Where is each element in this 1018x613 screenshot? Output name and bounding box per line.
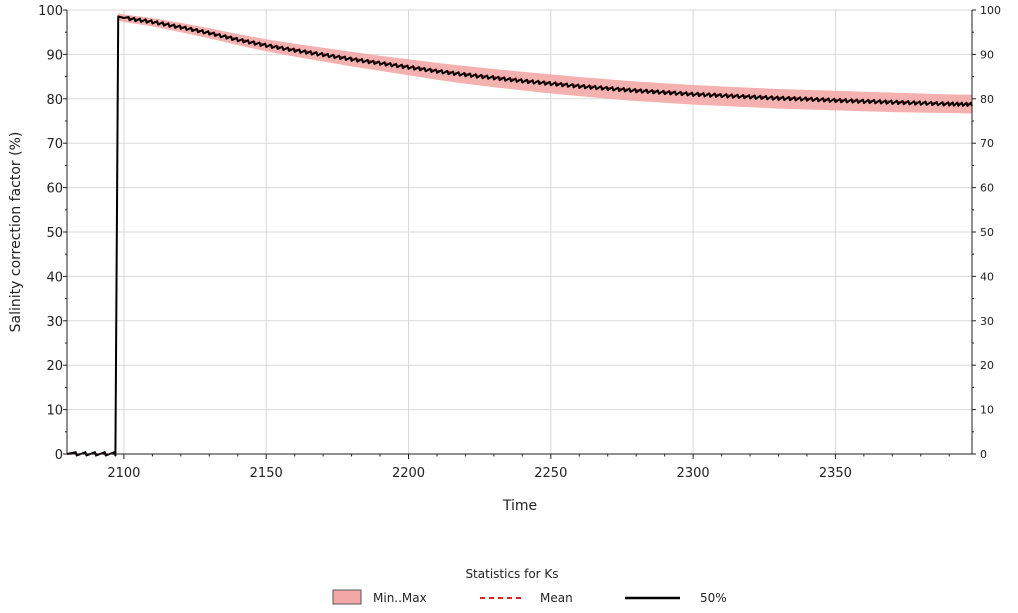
legend-label-minmax: Min..Max <box>373 591 427 605</box>
y-tick-label-left: 100 <box>38 4 63 19</box>
x-tick-label: 2100 <box>107 466 140 481</box>
y-tick-label-right: 10 <box>980 404 994 417</box>
grid <box>67 9 972 455</box>
x-tick-label: 2250 <box>534 466 567 481</box>
y-tick-label-right: 60 <box>980 182 994 195</box>
y-tick-label-right: 20 <box>980 359 994 372</box>
y-tick-label-left: 0 <box>55 448 63 463</box>
x-tick-label: 2200 <box>392 466 425 481</box>
y-tick-label-left: 40 <box>46 270 63 285</box>
y-tick-label-left: 70 <box>46 137 63 152</box>
x-tick-label: 2350 <box>819 466 852 481</box>
y-tick-label-left: 60 <box>46 182 63 197</box>
y-tick-label-right: 80 <box>980 93 994 106</box>
y-axis-title: Salinity correction factor (%) <box>8 132 24 333</box>
legend-title: Statistics for Ks <box>465 567 558 581</box>
legend: Statistics for Ks Min..Max Mean 50% <box>332 567 727 605</box>
legend-label-median: 50% <box>700 591 727 605</box>
legend-swatch-minmax <box>332 589 362 605</box>
series-median-line <box>66 15 973 457</box>
y-tick-label-right: 70 <box>980 137 994 150</box>
x-tick-label: 2150 <box>250 466 283 481</box>
y-tick-label-right: 100 <box>980 4 1001 17</box>
tick-labels: 0 0 10 10 20 20 30 30 40 40 50 50 60 60 70 70 80 80 90 90 10… <box>38 4 1001 481</box>
legend-label-mean: Mean <box>540 591 573 605</box>
axes <box>63 9 976 459</box>
series-layer <box>66 13 973 457</box>
y-tick-label-left: 90 <box>46 48 63 63</box>
y-tick-label-left: 30 <box>46 315 63 330</box>
y-tick-label-left: 20 <box>46 359 63 374</box>
y-tick-label-left: 10 <box>46 404 63 419</box>
y-tick-label-right: 0 <box>980 448 987 461</box>
y-tick-label-right: 40 <box>980 270 994 283</box>
y-tick-label-right: 50 <box>980 226 994 239</box>
x-axis-title: Time <box>502 498 537 514</box>
y-tick-label-left: 50 <box>46 226 63 241</box>
y-tick-label-right: 90 <box>980 48 994 61</box>
x-tick-label: 2300 <box>677 466 710 481</box>
y-tick-label-right: 30 <box>980 315 994 328</box>
y-tick-label-left: 80 <box>46 93 63 108</box>
